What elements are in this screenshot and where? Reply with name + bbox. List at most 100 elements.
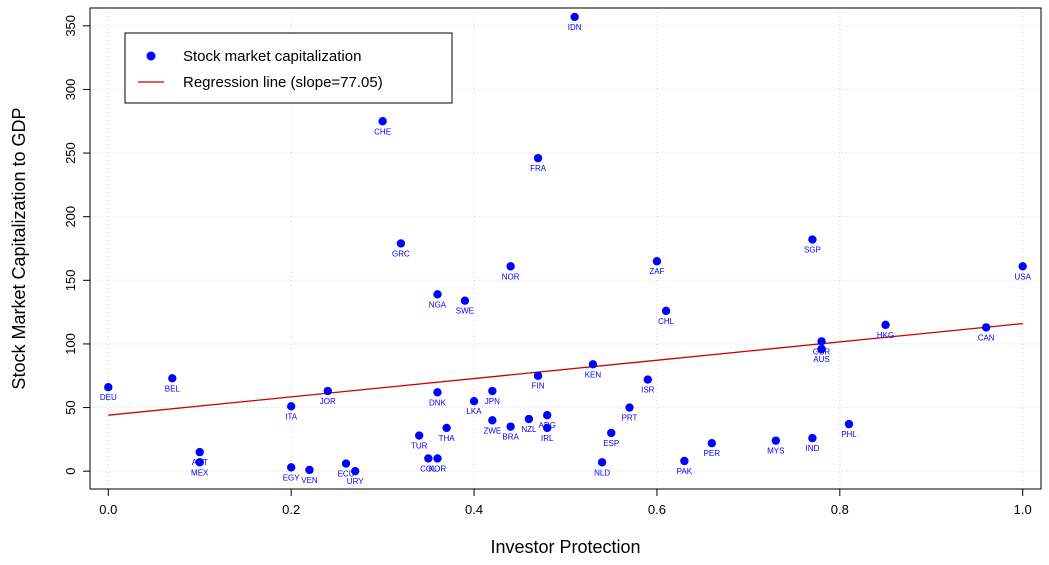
point-label-ita: ITA: [285, 412, 298, 421]
data-point-swe: [460, 296, 470, 305]
data-point-ury: [350, 466, 360, 476]
point-label-col: COL: [420, 464, 437, 473]
y-tick-label: 250: [63, 142, 78, 164]
data-point-per: [707, 438, 717, 448]
data-point-pak: [680, 456, 689, 466]
x-tick-label: 0.0: [99, 502, 117, 517]
data-point-jpn: [488, 386, 497, 396]
data-point-che: [378, 117, 387, 126]
point-label-tha: THA: [439, 434, 456, 443]
point-label-deu: DEU: [100, 393, 117, 402]
point-label-mex: MEX: [191, 468, 209, 477]
legend-entry-points: Stock market capitalization: [183, 48, 361, 65]
point-label-ven: VEN: [301, 476, 318, 485]
point-label-ecu: ECU: [338, 470, 355, 479]
data-point-ven: [305, 465, 314, 475]
point-label-aus: AUS: [813, 355, 829, 364]
point-label-bra: BRA: [502, 433, 519, 442]
data-point-gbr: [817, 337, 826, 346]
point-label-usa: USA: [1014, 272, 1031, 281]
data-point-nld: [597, 458, 607, 467]
data-point-nzl: [524, 414, 534, 424]
point-label-egy: EGY: [283, 473, 301, 482]
point-label-per: PER: [704, 449, 721, 458]
data-point-usa: [1018, 262, 1027, 271]
y-tick-label: 100: [63, 333, 78, 355]
point-label-tur: TUR: [411, 442, 428, 451]
point-label-prt: PRT: [622, 414, 638, 423]
points-layer: IDNCHEFRASGPGRCZAFNORUSANGASWECHLHKGCANG…: [100, 12, 1032, 486]
data-point-ind: [808, 433, 817, 443]
data-point-bel: [168, 374, 177, 383]
data-point-fin: [533, 371, 543, 380]
y-tick-label: 200: [63, 206, 78, 228]
x-tick-label: 0.4: [465, 502, 483, 517]
data-point-tha: [442, 423, 451, 433]
data-point-arg: [543, 410, 552, 420]
grid: [90, 8, 1041, 489]
data-point-mys: [771, 436, 781, 445]
point-label-isr: ISR: [641, 386, 655, 395]
data-point-phl: [844, 419, 854, 429]
point-label-nzl: NZL: [521, 425, 537, 434]
data-point-ecu: [341, 459, 351, 468]
x-tick-label: 1.0: [1014, 502, 1032, 517]
regression-layer: [108, 322, 1023, 416]
data-point-grc: [396, 239, 406, 248]
point-label-esp: ESP: [603, 439, 619, 448]
point-label-fra: FRA: [530, 164, 547, 173]
legend-entry-regression: Regression line (slope=77.05): [183, 74, 383, 91]
point-label-can: CAN: [978, 333, 995, 342]
x-tick-label: 0.8: [831, 502, 849, 517]
point-label-irl: IRL: [541, 434, 554, 443]
data-point-esp: [607, 428, 616, 438]
point-label-ind: IND: [806, 444, 820, 453]
data-point-bra: [506, 422, 515, 431]
point-label-nga: NGA: [429, 300, 447, 309]
x-axis-title: Investor Protection: [490, 537, 640, 557]
point-label-jor: JOR: [320, 397, 336, 406]
data-point-isr: [643, 375, 652, 384]
point-label-phl: PHL: [841, 430, 857, 439]
data-point-hkg: [881, 320, 890, 330]
data-point-zwe: [488, 416, 497, 425]
data-point-chl: [661, 306, 671, 316]
point-label-ken: KEN: [585, 370, 602, 379]
data-point-egy: [286, 463, 296, 472]
point-label-kor: KOR: [429, 464, 447, 473]
legend-marker-points: [146, 51, 156, 61]
data-point-aus: [817, 344, 826, 354]
x-tick-label: 0.2: [282, 502, 300, 517]
data-point-deu: [104, 383, 113, 392]
axes: 0.0 0.2 0.4 0.6 0.8 1.0 0 50 100 150 200 250 300 350: [63, 7, 1042, 517]
point-label-nor: NOR: [502, 272, 520, 281]
data-point-dnk: [433, 388, 442, 397]
point-label-jpn: JPN: [485, 397, 500, 406]
data-point-fra: [533, 153, 543, 163]
point-label-ury: URY: [347, 477, 364, 486]
y-tick-label: 50: [63, 400, 78, 414]
data-point-jor: [323, 386, 332, 396]
data-point-tur: [414, 431, 424, 440]
y-tick-label: 350: [63, 15, 78, 37]
y-tick-label: 0: [63, 468, 78, 475]
data-point-sgp: [808, 235, 817, 244]
y-tick-label: 300: [63, 79, 78, 101]
data-point-col: [424, 454, 433, 463]
data-point-idn: [570, 12, 579, 22]
point-label-che: CHE: [374, 127, 391, 136]
plot-frame: [89, 7, 1042, 490]
data-point-ita: [286, 402, 296, 411]
data-point-nor: [506, 262, 515, 271]
point-label-dnk: DNK: [429, 398, 447, 407]
data-point-lka: [469, 396, 479, 406]
data-point-irl: [543, 423, 552, 433]
point-label-lka: LKA: [466, 407, 482, 416]
point-label-mys: MYS: [767, 447, 784, 456]
data-point-ken: [588, 360, 598, 369]
data-point-mex: [195, 458, 204, 467]
point-label-swe: SWE: [456, 307, 474, 316]
data-point-can: [981, 323, 991, 332]
data-point-zaf: [652, 257, 662, 266]
point-label-grc: GRC: [392, 249, 410, 258]
